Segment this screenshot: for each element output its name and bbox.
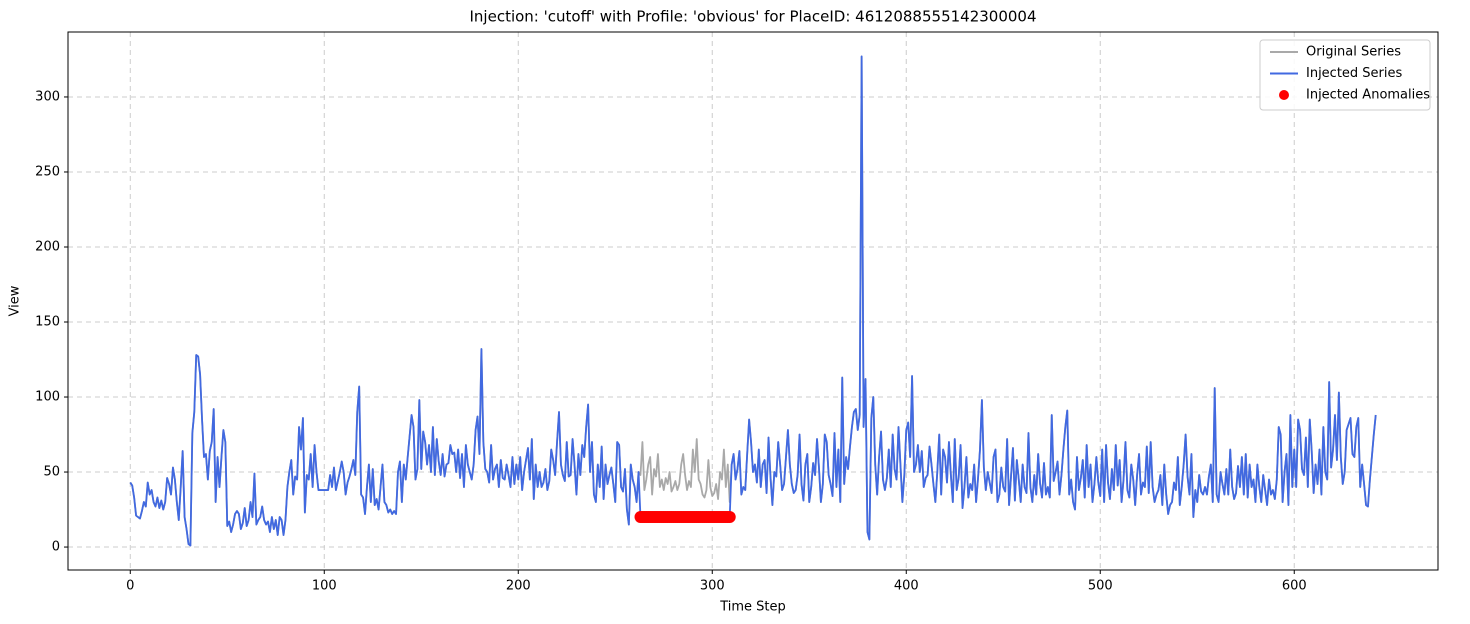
anomaly-point bbox=[724, 511, 736, 523]
legend-label: Injected Series bbox=[1306, 66, 1403, 81]
y-tick-label: 150 bbox=[35, 315, 60, 330]
x-tick-label: 0 bbox=[126, 579, 134, 594]
x-tick-label: 200 bbox=[506, 579, 531, 594]
y-tick-label: 100 bbox=[35, 390, 60, 405]
y-tick-label: 0 bbox=[52, 540, 60, 555]
y-tick-label: 50 bbox=[43, 465, 60, 480]
legend: Original Series Injected Series Injected A… bbox=[1260, 40, 1430, 110]
x-tick-label: 300 bbox=[700, 579, 725, 594]
y-axis-label: View bbox=[8, 285, 23, 316]
x-tick-label: 400 bbox=[894, 579, 919, 594]
legend-marker bbox=[1279, 90, 1289, 100]
legend-label: Original Series bbox=[1306, 45, 1401, 60]
x-tick-label: 600 bbox=[1282, 579, 1307, 594]
legend-label: Injected Anomalies bbox=[1306, 88, 1430, 103]
x-axis-label: Time Step bbox=[719, 600, 786, 615]
x-tick-label: 500 bbox=[1088, 579, 1113, 594]
y-tick-label: 200 bbox=[35, 239, 60, 254]
y-tick-label: 300 bbox=[35, 89, 60, 104]
y-tick-label: 250 bbox=[35, 164, 60, 179]
x-tick-label: 100 bbox=[312, 579, 337, 594]
chart-title: Injection: 'cutoff' with Profile: 'obvio… bbox=[470, 8, 1037, 26]
